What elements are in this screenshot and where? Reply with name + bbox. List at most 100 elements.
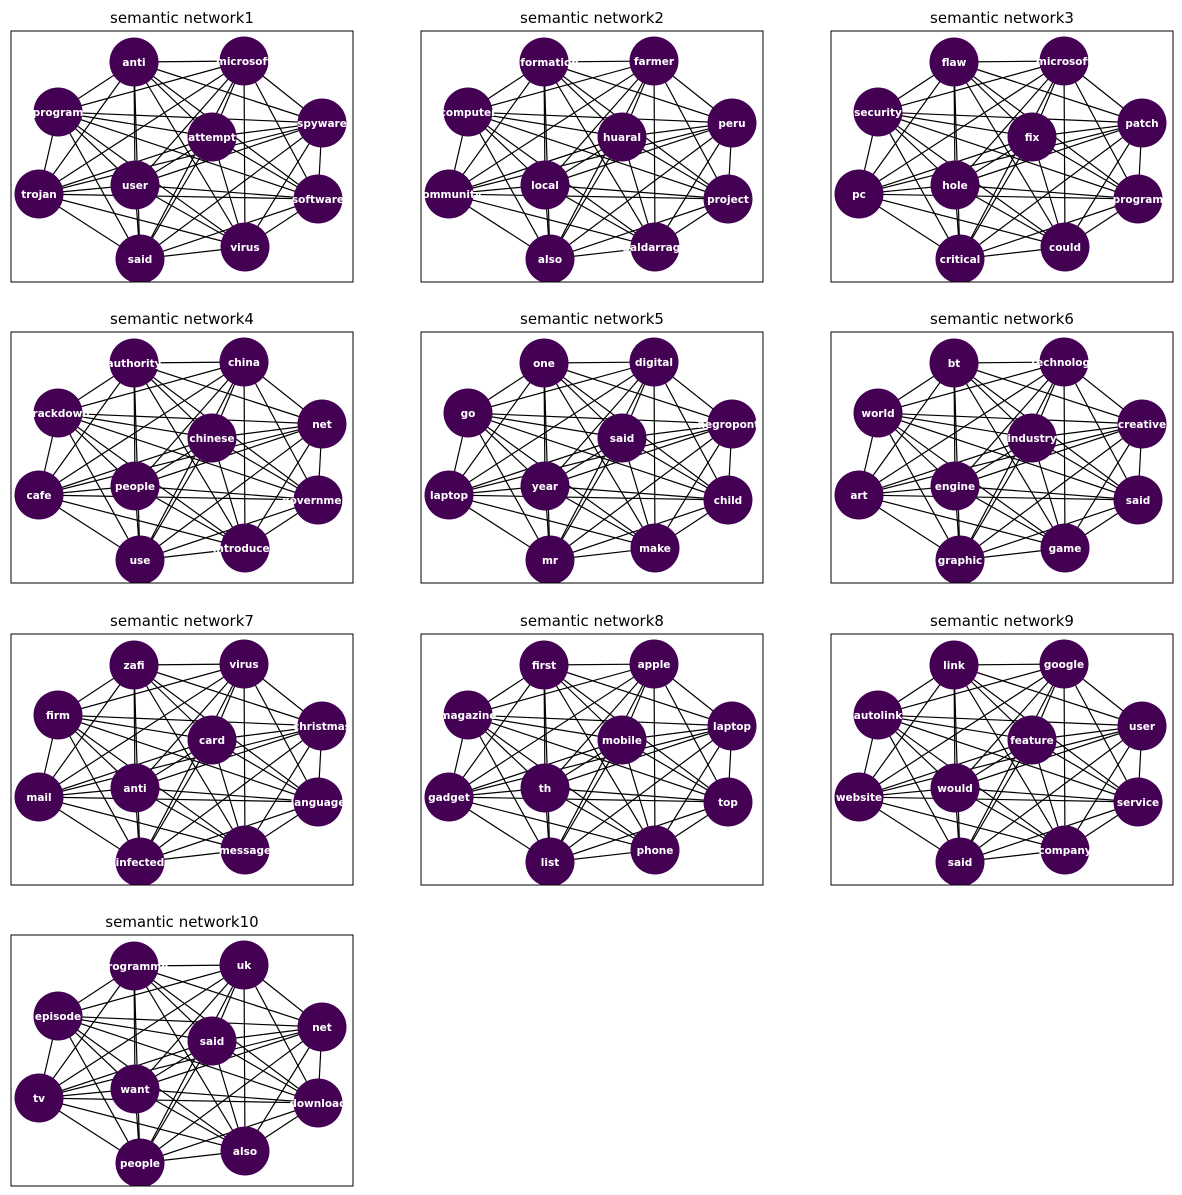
panel-frame bbox=[830, 30, 1174, 283]
node-flaw: flaw bbox=[929, 37, 979, 87]
node-circle bbox=[525, 234, 575, 282]
node-go: go bbox=[443, 388, 493, 438]
edge-autolink-user bbox=[877, 714, 1143, 727]
edge-christmas-mail bbox=[38, 725, 323, 798]
node-label: program bbox=[33, 107, 84, 119]
edge-user-website bbox=[858, 725, 1143, 798]
edge-anti-trojan bbox=[38, 61, 135, 195]
node-circle bbox=[703, 777, 753, 827]
edge-google-company bbox=[1063, 663, 1066, 851]
node-could: could bbox=[1040, 222, 1090, 272]
node-label: net bbox=[312, 1022, 332, 1034]
edge-go-negroponte bbox=[467, 412, 733, 425]
edge-information-community bbox=[448, 61, 545, 195]
node-circle bbox=[834, 470, 884, 520]
edge-zafi-infected bbox=[133, 664, 141, 863]
node-label: industry bbox=[1007, 433, 1057, 445]
edge-zafi-message bbox=[133, 664, 246, 851]
node-mr: mr bbox=[525, 535, 575, 583]
node-label: patch bbox=[1125, 118, 1158, 130]
node-label: baldarrago bbox=[623, 242, 688, 254]
node-uk: uk bbox=[219, 940, 269, 990]
edge-programme-tv bbox=[38, 965, 135, 1099]
edge-uk-episode bbox=[57, 964, 245, 1017]
node-label: make bbox=[639, 543, 671, 555]
node-th: th bbox=[520, 763, 570, 813]
node-label: feature bbox=[1010, 735, 1054, 747]
node-circle bbox=[519, 37, 569, 87]
node-circle bbox=[293, 475, 343, 525]
edge-microsoft-hole bbox=[954, 60, 1065, 186]
node-label: one bbox=[533, 358, 555, 370]
node-label: google bbox=[1044, 659, 1084, 671]
node-label: mr bbox=[542, 555, 559, 567]
node-child: child bbox=[703, 475, 753, 525]
edge-christmas-infected bbox=[139, 725, 323, 863]
edge-firm-infected bbox=[57, 714, 141, 863]
panel-10: semantic network10 programme uk episode said… bbox=[10, 913, 354, 1187]
node-download: download bbox=[289, 1078, 347, 1128]
node-circle bbox=[109, 338, 159, 388]
panel-8: semantic network8 first apple magazine mobil… bbox=[420, 612, 764, 886]
node-label: crackdown bbox=[26, 408, 90, 420]
edge-microsoft-software bbox=[243, 60, 319, 200]
panel-3: semantic network3 flaw microsoft security fi… bbox=[830, 9, 1174, 283]
node-said: said bbox=[935, 837, 985, 885]
edge-microsoft-could bbox=[1063, 60, 1066, 248]
node-patch: patch bbox=[1117, 98, 1167, 148]
node-label: year bbox=[532, 481, 559, 493]
edge-digital-make bbox=[653, 361, 656, 549]
edge-virus-anti bbox=[134, 663, 245, 789]
edge-autolink-feature bbox=[877, 714, 1033, 741]
edge-farmer-baldarrago bbox=[653, 60, 656, 248]
node-label: laptop bbox=[430, 490, 468, 502]
node-circle bbox=[219, 36, 269, 86]
node-label: mail bbox=[26, 792, 51, 804]
node-message: message bbox=[219, 825, 271, 875]
edge-cafe-introduced bbox=[38, 494, 246, 549]
edge-programme-also bbox=[133, 965, 246, 1152]
node-label: flaw bbox=[942, 57, 967, 69]
edge-go-said bbox=[467, 412, 623, 439]
node-circle bbox=[110, 461, 160, 511]
edge-mail-message bbox=[38, 796, 246, 851]
node-circle bbox=[14, 169, 64, 219]
node-technology: technology bbox=[1031, 337, 1097, 387]
node-label: mobile bbox=[602, 735, 642, 747]
edge-negroponte-laptop bbox=[448, 423, 733, 496]
node-circle bbox=[853, 388, 903, 438]
node-circle bbox=[630, 523, 680, 573]
edge-program-said bbox=[57, 111, 141, 260]
panel-title: semantic network9 bbox=[930, 612, 1074, 630]
edge-pc-could bbox=[858, 193, 1066, 248]
edge-china-cafe bbox=[38, 361, 245, 496]
panel-frame bbox=[830, 331, 1174, 584]
network-graph: first apple magazine mobile laptop gadget th to… bbox=[424, 639, 757, 885]
edge-uk-want bbox=[134, 964, 245, 1090]
edge-anti-language bbox=[134, 787, 319, 803]
node-circle bbox=[597, 112, 647, 162]
node-circle bbox=[1007, 112, 1057, 162]
node-label: introduced bbox=[213, 543, 277, 555]
edge-apple-top bbox=[653, 663, 729, 803]
node-apple: apple bbox=[629, 639, 679, 689]
node-label: said bbox=[948, 857, 972, 869]
node-circle bbox=[935, 535, 985, 583]
panel-frame bbox=[10, 633, 354, 886]
edge-apple-gadget bbox=[448, 663, 655, 798]
node-label: episode bbox=[35, 1011, 81, 1023]
node-circle bbox=[629, 337, 679, 387]
node-label: trojan bbox=[21, 189, 57, 201]
node-want: want bbox=[110, 1064, 160, 1114]
node-label: game bbox=[1049, 543, 1082, 555]
node-label: laptop bbox=[713, 721, 751, 733]
node-label: critical bbox=[940, 254, 981, 266]
network-graph: link google autolink feature user website woul… bbox=[834, 639, 1167, 885]
node-feature: feature bbox=[1007, 715, 1057, 765]
node-label: magazine bbox=[440, 710, 497, 722]
edge-world-industry bbox=[877, 412, 1033, 439]
edge-website-service bbox=[858, 796, 1139, 803]
edge-program-software bbox=[57, 111, 319, 200]
node-label: apple bbox=[638, 659, 671, 671]
